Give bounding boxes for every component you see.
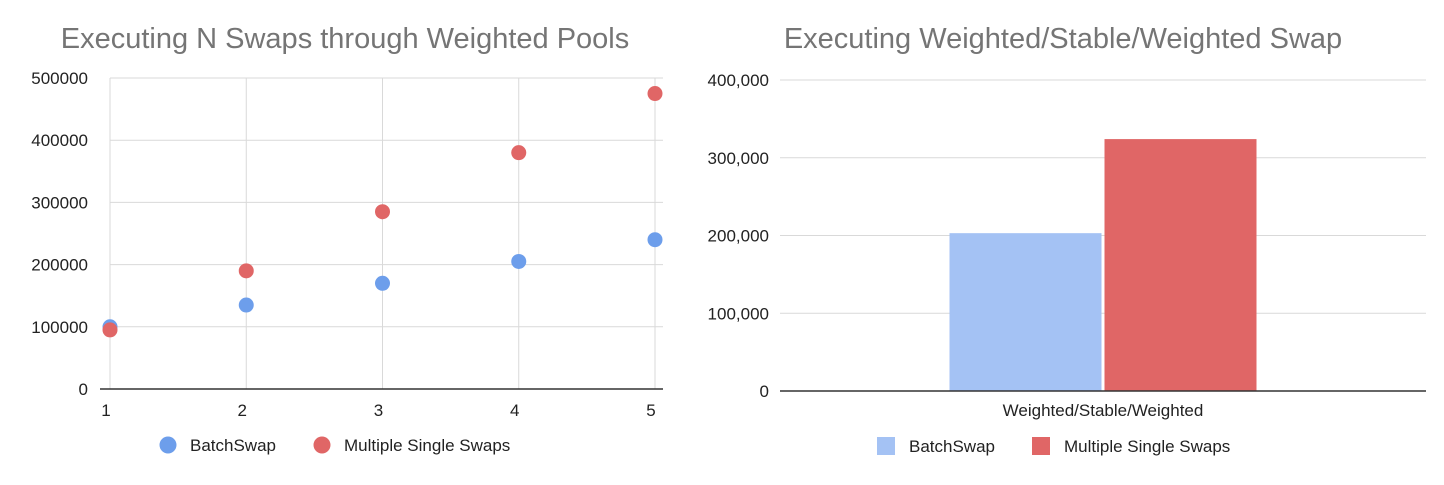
bar-batchswap: [949, 233, 1102, 391]
bar-gridlines: [780, 79, 1426, 314]
scatter-point-multiple-single-swaps: [102, 322, 118, 338]
scatter-legend: BatchSwap Multiple Single Swaps: [159, 436, 510, 455]
bar-legend: BatchSwap Multiple Single Swaps: [877, 437, 1230, 456]
scatter-chart: Executing N Swaps through Weighted Pools…: [31, 23, 663, 455]
scatter-x-tick-label: 3: [374, 401, 383, 420]
bar-legend-label: BatchSwap: [909, 437, 995, 456]
scatter-x-tick-label: 2: [238, 401, 247, 420]
scatter-point-multiple-single-swaps: [647, 86, 663, 102]
scatter-point-multiple-single-swaps: [375, 204, 390, 220]
bar-legend-marker: [877, 437, 895, 455]
scatter-legend-marker: [159, 436, 177, 454]
scatter-legend-label: BatchSwap: [190, 436, 276, 455]
scatter-point-batchswap: [511, 253, 527, 269]
scatter-point-multiple-single-swaps: [238, 263, 254, 279]
scatter-x-tick-labels: 1 2 3 4 5: [101, 401, 655, 420]
scatter-y-tick-label: 500000: [31, 69, 88, 88]
scatter-y-tick-label: 100000: [31, 318, 88, 337]
scatter-point-batchswap: [375, 275, 390, 291]
scatter-y-tick-label: 200000: [31, 256, 88, 275]
bar-chart-title: Executing Weighted/Stable/Weighted Swap: [784, 23, 1342, 55]
scatter-points: [102, 86, 663, 338]
bar-legend-marker: [1032, 437, 1050, 455]
bar-series-bars: [949, 139, 1257, 391]
bar-y-tick-label: 300,000: [708, 149, 769, 168]
bar-chart: Executing Weighted/Stable/Weighted Swap …: [708, 23, 1426, 456]
scatter-y-tick-label: 400000: [31, 131, 88, 150]
bar-y-tick-label: 0: [760, 382, 769, 401]
scatter-point-multiple-single-swaps: [511, 145, 527, 161]
bar-y-tick-label: 100,000: [708, 304, 769, 323]
scatter-point-batchswap: [647, 232, 663, 248]
bar-y-tick-labels: 0 100,000 200,000 300,000 400,000: [708, 71, 769, 401]
scatter-y-tick-labels: 0 100000 200000 300000 400000 500000: [31, 69, 88, 399]
bar-legend-label: Multiple Single Swaps: [1064, 437, 1230, 456]
bar-y-tick-label: 200,000: [708, 227, 769, 246]
scatter-y-tick-label: 300000: [31, 193, 88, 212]
scatter-chart-title: Executing N Swaps through Weighted Pools: [61, 23, 630, 55]
bar-multiple-single-swaps: [1104, 139, 1257, 391]
scatter-legend-label: Multiple Single Swaps: [344, 436, 510, 455]
scatter-legend-marker: [313, 436, 331, 454]
bar-x-tick-label: Weighted/Stable/Weighted: [1003, 401, 1204, 420]
scatter-y-tick-label: 0: [79, 380, 88, 399]
scatter-x-tick-label: 4: [510, 401, 519, 420]
scatter-point-batchswap: [238, 297, 254, 313]
bar-y-tick-label: 400,000: [708, 71, 769, 90]
scatter-gridlines: [100, 77, 663, 390]
scatter-x-tick-label: 1: [101, 401, 110, 420]
scatter-x-tick-label: 5: [646, 401, 655, 420]
bar-x-tick-labels: Weighted/Stable/Weighted: [1003, 401, 1204, 420]
